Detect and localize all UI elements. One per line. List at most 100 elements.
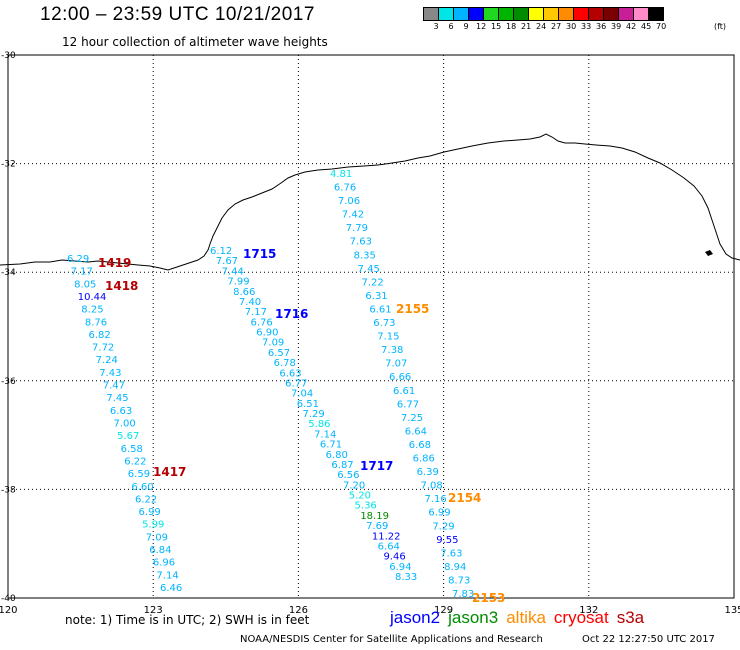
swh-value-label: 6.73 <box>373 318 395 329</box>
swh-value-label: 7.63 <box>350 237 372 248</box>
swh-value-label: 7.29 <box>432 521 454 532</box>
swh-value-label: 18.19 <box>360 511 389 522</box>
note-text: note: 1) Time is in UTC; 2) SWH is in fe… <box>65 613 310 627</box>
swh-value-label: 7.00 <box>114 419 136 430</box>
colorbar-label: 9 <box>463 22 469 31</box>
swh-value-label: 8.94 <box>444 562 466 573</box>
map-grid <box>7 54 735 599</box>
swh-value-label: 8.66 <box>233 287 255 298</box>
swh-value-label: 6.64 <box>378 541 400 552</box>
legend-cryosat: cryosat <box>553 608 609 627</box>
swh-value-label: 6.60 <box>131 482 153 493</box>
swh-value-label: 7.43 <box>99 368 121 379</box>
swh-value-label: 8.33 <box>395 572 417 583</box>
colorbar-label: 6 <box>448 22 454 31</box>
swh-value-label: 7.16 <box>424 494 446 505</box>
swh-value-label: 6.78 <box>274 358 296 369</box>
pass-time-label: 1717 <box>360 459 393 473</box>
swh-value-label: 6.61 <box>369 304 391 315</box>
swh-value-label: 6.84 <box>149 545 171 556</box>
lat-tick-label: -40 <box>1 594 16 604</box>
colorbar-label: 42 <box>626 22 637 31</box>
swh-value-label: 7.99 <box>227 277 249 288</box>
lat-tick-label: -34 <box>1 268 16 278</box>
pass-labels: 1715 1716 1717 2155 2154 2153 1419 1418 1417 <box>98 247 505 605</box>
swh-value-label: 6.22 <box>124 456 146 467</box>
axis-labels: 120 123 126 129 132 135 -30 -32 -34 -36 -38 -40 <box>0 51 740 616</box>
swh-value-label: 4.81 <box>330 169 352 180</box>
pass-time-label: 1418 <box>105 279 138 293</box>
colorbar-label: 18 <box>506 22 517 31</box>
swh-value-label: 6.90 <box>256 328 278 339</box>
swh-value-label: 8.05 <box>74 279 96 290</box>
island <box>705 250 713 256</box>
colorbar-label: 36 <box>596 22 607 31</box>
swh-value-label: 5.99 <box>142 520 164 531</box>
swh-value-label: 5.20 <box>349 491 371 502</box>
swh-value-label: 7.04 <box>291 389 313 400</box>
swh-value-label: 6.29 <box>67 254 89 265</box>
swh-value-label: 7.83 <box>452 589 474 600</box>
swh-value-label: 7.45 <box>358 264 380 275</box>
legend-altika: altika <box>506 608 546 627</box>
swh-value-label: 8.76 <box>85 317 107 328</box>
swh-value-label: 6.59 <box>128 469 150 480</box>
pass-time-label: 2154 <box>448 491 481 505</box>
swh-value-label: 7.14 <box>314 429 336 440</box>
lon-tick-label: 135 <box>724 605 740 616</box>
colorbar-labels: 3 6 9 12 15 18 21 24 27 30 33 36 39 42 45 70 (ft) <box>423 22 740 34</box>
map-title: 12:00 – 23:59 UTC 10/21/2017 <box>40 4 315 25</box>
swh-value-label: 6.99 <box>428 508 450 519</box>
swh-value-label: 6.96 <box>153 558 175 569</box>
swh-value-label: 7.17 <box>245 307 267 318</box>
track-value-labels: 6.127.677.447.998.667.407.176.766.907.09… <box>67 169 474 600</box>
swh-value-label: 6.51 <box>297 399 319 410</box>
swh-value-label: 9.55 <box>436 535 458 546</box>
swh-value-label: 5.86 <box>308 419 330 430</box>
swh-value-label: 6.80 <box>326 450 348 461</box>
swh-value-label: 7.45 <box>106 393 128 404</box>
swh-value-label: 6.77 <box>285 378 307 389</box>
swh-value-label: 9.46 <box>383 552 405 563</box>
swh-value-label: 7.08 <box>421 481 443 492</box>
swh-value-label: 7.47 <box>103 381 125 392</box>
swh-value-label: 6.22 <box>135 494 157 505</box>
colorbar-label: 39 <box>611 22 622 31</box>
swh-value-label: 7.79 <box>346 223 368 234</box>
swh-value-label: 6.39 <box>417 467 439 478</box>
pass-time-label: 1417 <box>153 465 186 479</box>
swh-value-label: 8.25 <box>81 305 103 316</box>
legend-s3a: s3a <box>616 608 645 627</box>
swh-value-label: 7.38 <box>381 345 403 356</box>
lon-tick-label: 126 <box>289 605 308 616</box>
swh-value-label: 6.63 <box>110 406 132 417</box>
swh-value-label: 7.29 <box>303 409 325 420</box>
lat-tick-label: -30 <box>1 51 16 61</box>
swh-value-label: 6.12 <box>210 246 232 257</box>
swh-value-label: 6.99 <box>139 507 161 518</box>
colorbar-label: 70 <box>656 22 667 31</box>
coastline <box>0 133 740 271</box>
swh-value-label: 6.61 <box>393 386 415 397</box>
swh-value-label: 7.63 <box>440 548 462 559</box>
colorbar-label: 24 <box>536 22 547 31</box>
australia-south-coast <box>0 133 740 271</box>
swh-value-label: 5.67 <box>117 431 139 442</box>
swh-value-label: 6.46 <box>160 583 182 594</box>
lat-tick-label: -32 <box>1 160 16 170</box>
swh-value-label: 7.17 <box>71 267 93 278</box>
colorbar-label: 21 <box>521 22 532 31</box>
swh-value-label: 7.25 <box>401 413 423 424</box>
swh-value-label: 6.86 <box>413 454 435 465</box>
swh-value-label: 7.67 <box>216 256 238 267</box>
swh-value-label: 7.09 <box>146 532 168 543</box>
lon-tick-label: 129 <box>434 605 453 616</box>
swh-value-label: 7.69 <box>366 521 388 532</box>
swh-value-label: 7.14 <box>156 570 178 581</box>
credit-text: NOAA/NESDIS Center for Satellite Applica… <box>240 634 543 645</box>
lon-tick-label: 120 <box>0 605 18 616</box>
legend-jason2: jason2 <box>390 608 441 627</box>
colorbar-label: 30 <box>566 22 577 31</box>
swh-value-label: 8.73 <box>448 575 470 586</box>
